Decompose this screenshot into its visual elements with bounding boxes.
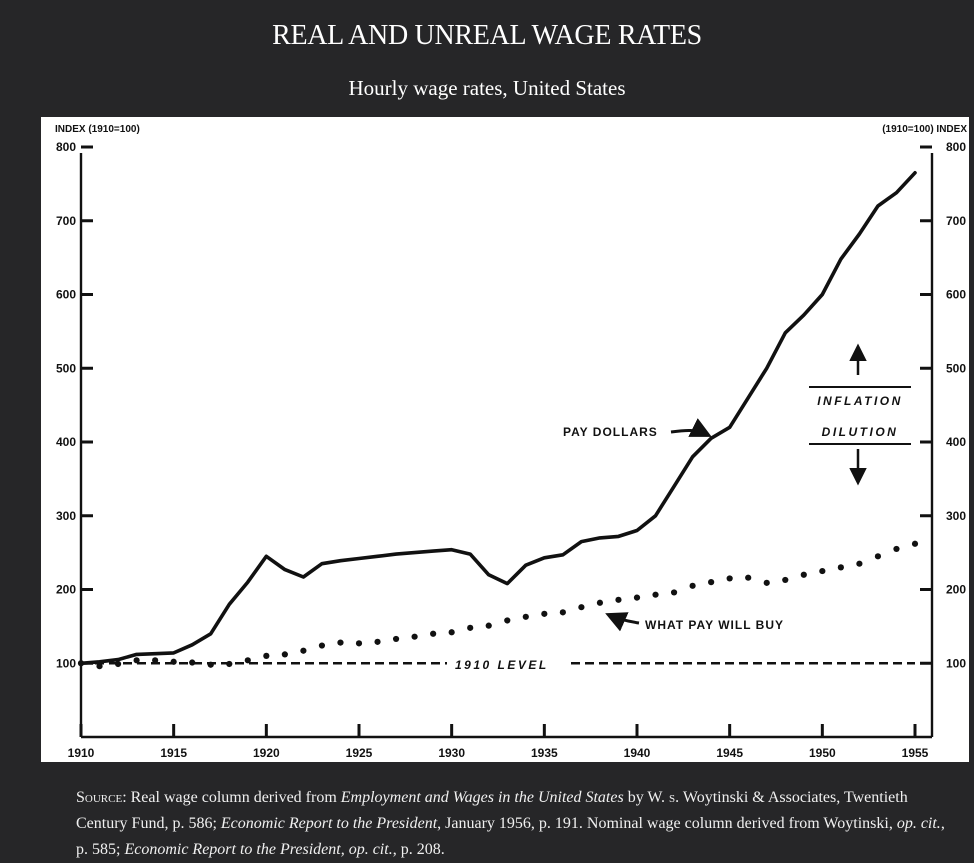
what-pay-will-buy-point-1951: [837, 564, 844, 571]
what-pay-will-buy-point-1937: [578, 604, 585, 611]
x-tick-label-1935: 1935: [531, 746, 558, 760]
what-pay-will-buy-point-1943: [689, 582, 696, 589]
x-tick-label-1925: 1925: [346, 746, 373, 760]
what-pay-will-buy-arrow: [605, 612, 640, 632]
what-pay-will-buy-point-1946: [745, 574, 752, 581]
source-t4: , January 1956, p. 191. Nominal wage col…: [437, 815, 897, 832]
source-t2: by W.: [623, 789, 670, 806]
what-pay-will-buy-point-1944: [708, 579, 715, 586]
source-note: Source: Real wage column derived from Em…: [76, 785, 946, 863]
what-pay-will-buy-label: WHAT PAY WILL BUY: [645, 618, 784, 632]
left-axis-label: INDEX (1910=100): [55, 124, 140, 135]
what-pay-will-buy-point-1924: [337, 639, 344, 646]
y-tick-label-left-700: 700: [56, 214, 76, 228]
what-pay-will-buy-point-1954: [893, 545, 900, 553]
what-pay-will-buy-point-1941: [652, 591, 659, 598]
source-i1: Employment and Wages in the United State…: [340, 789, 624, 806]
chart-subtitle: Hourly wage rates, United States: [348, 76, 626, 100]
what-pay-will-buy-point-1926: [374, 638, 381, 645]
x-tick-label-1945: 1945: [716, 746, 743, 760]
y-tick-label-left-500: 500: [56, 361, 76, 375]
y-tick-label-left-600: 600: [56, 288, 76, 302]
what-pay-will-buy-point-1925: [355, 640, 363, 647]
source-i4: Economic Report to the President, op. ci…: [124, 841, 393, 858]
what-pay-will-buy-point-1923: [318, 642, 326, 649]
what-pay-will-buy-point-1934: [522, 613, 529, 620]
what-pay-will-buy-point-1920: [263, 652, 270, 659]
inflation-label: INFLATION: [817, 394, 903, 408]
what-pay-will-buy-point-1938: [596, 599, 604, 606]
what-pay-will-buy-point-1922: [300, 647, 307, 654]
what-pay-will-buy-point-1935: [541, 610, 548, 617]
source-i3: op. cit.: [896, 815, 941, 832]
what-pay-will-buy-point-1948: [782, 576, 789, 584]
what-pay-will-buy-point-1945: [726, 575, 733, 582]
what-pay-will-buy-point-1931: [467, 624, 474, 631]
what-pay-will-buy-point-1919: [244, 657, 251, 664]
level-1910-label-gap: [447, 654, 567, 672]
source-i2: Economic Report to the President: [220, 815, 438, 832]
what-pay-will-buy-point-1928: [411, 633, 418, 640]
source-t6: , p. 208.: [392, 841, 445, 858]
pay-dollars-arrow: [670, 418, 712, 437]
x-tick-label-1955: 1955: [902, 746, 929, 760]
pay-dollars-line: [79, 170, 917, 666]
pay-dollars-label: PAY DOLLARS: [563, 425, 658, 439]
what-pay-will-buy-point-1930: [448, 629, 455, 636]
source-lead: Source: [76, 789, 123, 806]
chart-title: REAL AND UNREAL WAGE RATES: [272, 20, 702, 51]
what-pay-will-buy-point-1949: [800, 571, 807, 578]
x-tick-label-1920: 1920: [253, 746, 280, 760]
what-pay-will-buy-point-1921: [281, 651, 288, 658]
level-1910-text: 1910 LEVEL: [455, 658, 549, 672]
y-tick-label-right-600: 600: [946, 288, 966, 302]
series-layer: [77, 170, 919, 670]
x-tick-label-1915: 1915: [160, 746, 187, 760]
what-pay-will-buy-point-1955: [911, 540, 919, 547]
source-t5: , p. 585;: [76, 815, 945, 858]
y-tick-label-left-400: 400: [56, 435, 76, 449]
y-tick-label-left-800: 800: [56, 140, 76, 154]
y-tick-label-right-500: 500: [946, 361, 966, 375]
ticks-layer: 100 100 200 200 300 300 400 400 500 500 600 600 700 7…: [56, 140, 966, 760]
chart-panel: INDEX (1910=100) (1910=100) INDEX 100 100…: [41, 117, 969, 762]
what-pay-will-buy-point-1932: [485, 622, 492, 629]
what-pay-will-buy-point-1933: [504, 617, 511, 624]
source-t1: : Real wage column derived from: [122, 789, 341, 806]
y-tick-label-right-800: 800: [946, 140, 966, 154]
what-pay-will-buy-point-1936: [559, 609, 566, 616]
y-tick-label-left-100: 100: [56, 656, 76, 670]
y-tick-label-right-300: 300: [946, 509, 966, 523]
dilution-label: DILUTION: [822, 425, 899, 439]
y-tick-label-right-100: 100: [946, 656, 966, 670]
x-tick-label-1930: 1930: [438, 746, 465, 760]
y-tick-label-left-300: 300: [56, 509, 76, 523]
what-pay-will-buy-point-1953: [874, 553, 882, 560]
y-tick-label-left-200: 200: [56, 583, 76, 597]
source-t3: . Woytinski & Associates, Twentieth Cent…: [76, 789, 908, 832]
what-pay-will-buy-point-1952: [856, 560, 863, 567]
what-pay-will-buy-point-1929: [430, 630, 437, 637]
x-tick-label-1910: 1910: [68, 746, 95, 760]
y-tick-label-right-400: 400: [946, 435, 966, 449]
x-tick-label-1940: 1940: [624, 746, 651, 760]
what-pay-will-buy-point-1942: [670, 589, 678, 596]
source-s1: s: [669, 789, 676, 806]
chart-plot: INDEX (1910=100) (1910=100) INDEX 100 100…: [55, 124, 967, 760]
what-pay-will-buy-point-1950: [819, 567, 826, 575]
what-pay-will-buy-point-1914: [152, 657, 159, 664]
right-axis-label: (1910=100) INDEX: [882, 124, 967, 135]
what-pay-will-buy-point-1939: [615, 596, 622, 603]
what-pay-will-buy-point-1927: [392, 635, 400, 643]
what-pay-will-buy-point-1913: [133, 657, 140, 664]
what-pay-will-buy-point-1940: [633, 594, 641, 601]
x-tick-label-1950: 1950: [809, 746, 836, 760]
what-pay-will-buy-point-1911: [96, 663, 103, 670]
what-pay-will-buy-point-1947: [763, 579, 770, 586]
y-tick-label-right-700: 700: [946, 214, 966, 228]
y-tick-label-right-200: 200: [946, 583, 966, 597]
